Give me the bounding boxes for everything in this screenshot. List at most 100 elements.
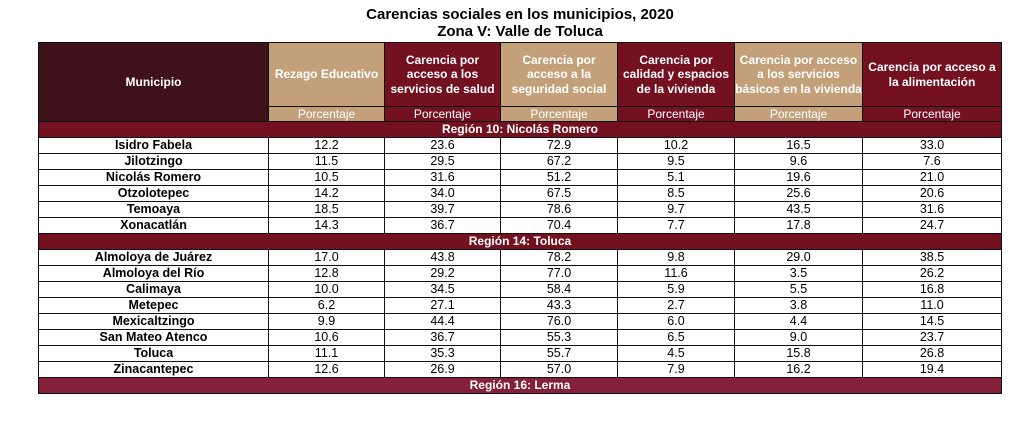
value-cell: 12.6: [268, 361, 385, 378]
table-row: Almoloya del Río 12.8 29.2 77.0 11.6 3.5 26.2: [38, 265, 1002, 282]
value-cell: 9.8: [617, 249, 735, 266]
value-cell: 5.5: [734, 281, 863, 298]
value-cell: 36.7: [384, 329, 501, 346]
value-cell: 78.2: [500, 249, 618, 266]
column-unit: Porcentaje: [617, 106, 735, 122]
value-cell: 77.0: [500, 265, 618, 282]
column-header: Carencia por acceso a la seguridad socia…: [500, 42, 618, 107]
value-cell: 9.7: [617, 201, 735, 218]
value-cell: 9.5: [617, 153, 735, 170]
value-cell: 14.2: [268, 185, 385, 202]
value-cell: 51.2: [500, 169, 618, 186]
region-header: Región 14: Toluca: [38, 233, 1002, 250]
value-cell: 31.6: [384, 169, 501, 186]
value-cell: 35.3: [384, 345, 501, 362]
value-cell: 6.0: [617, 313, 735, 330]
municipio-name: San Mateo Atenco: [38, 329, 269, 346]
value-cell: 5.1: [617, 169, 735, 186]
table-row: Otzolotepec 14.2 34.0 67.5 8.5 25.6 20.6: [38, 185, 1002, 202]
region-row: Región 16: Lerma: [38, 377, 1002, 394]
table-row: Temoaya 18.5 39.7 78.6 9.7 43.5 31.6: [38, 201, 1002, 218]
value-cell: 2.7: [617, 297, 735, 314]
value-cell: 6.5: [617, 329, 735, 346]
value-cell: 67.5: [500, 185, 618, 202]
value-cell: 11.6: [617, 265, 735, 282]
value-cell: 43.5: [734, 201, 863, 218]
value-cell: 3.8: [734, 297, 863, 314]
table-row: Mexicaltzingo 9.9 44.4 76.0 6.0 4.4 14.5: [38, 313, 1002, 330]
column-unit: Porcentaje: [268, 106, 385, 122]
value-cell: 11.1: [268, 345, 385, 362]
municipio-name: Almoloya del Río: [38, 265, 269, 282]
value-cell: 19.4: [862, 361, 1002, 378]
page-title: Carencias sociales en los municipios, 20…: [366, 6, 674, 23]
value-cell: 17.0: [268, 249, 385, 266]
region-row: Región 14: Toluca: [38, 233, 1002, 250]
value-cell: 34.5: [384, 281, 501, 298]
value-cell: 43.8: [384, 249, 501, 266]
value-cell: 12.2: [268, 137, 385, 154]
column-unit: Porcentaje: [862, 106, 1002, 122]
municipio-name: Metepec: [38, 297, 269, 314]
table-row: San Mateo Atenco 10.6 36.7 55.3 6.5 9.0 23.7: [38, 329, 1002, 346]
value-cell: 27.1: [384, 297, 501, 314]
value-cell: 14.5: [862, 313, 1002, 330]
value-cell: 44.4: [384, 313, 501, 330]
value-cell: 23.6: [384, 137, 501, 154]
value-cell: 11.0: [862, 297, 1002, 314]
value-cell: 57.0: [500, 361, 618, 378]
value-cell: 29.2: [384, 265, 501, 282]
value-cell: 16.5: [734, 137, 863, 154]
value-cell: 29.5: [384, 153, 501, 170]
header-row: Municipio Rezago Educativo Carencia por ac…: [38, 42, 1002, 122]
value-cell: 4.4: [734, 313, 863, 330]
column-header: Carencia por acceso a los servicios de s…: [384, 42, 501, 107]
value-cell: 10.6: [268, 329, 385, 346]
municipio-name: Mexicaltzingo: [38, 313, 269, 330]
value-cell: 67.2: [500, 153, 618, 170]
column-unit: Porcentaje: [734, 106, 863, 122]
value-cell: 31.6: [862, 201, 1002, 218]
value-cell: 18.5: [268, 201, 385, 218]
column-header: Carencia por acceso a los servicios bási…: [734, 42, 863, 107]
municipio-name: Almoloya de Juárez: [38, 249, 269, 266]
page-subtitle: Zona V: Valle de Toluca: [437, 23, 603, 40]
value-cell: 24.7: [862, 217, 1002, 234]
table-row: Zinacantepec 12.6 26.9 57.0 7.9 16.2 19.4: [38, 361, 1002, 378]
value-cell: 15.8: [734, 345, 863, 362]
value-cell: 20.6: [862, 185, 1002, 202]
value-cell: 10.0: [268, 281, 385, 298]
value-cell: 7.6: [862, 153, 1002, 170]
table-row: Toluca 11.1 35.3 55.7 4.5 15.8 26.8: [38, 345, 1002, 362]
carencias-table: Municipio Rezago Educativo Carencia por ac…: [38, 42, 1002, 394]
value-cell: 12.8: [268, 265, 385, 282]
table-row: Calimaya 10.0 34.5 58.4 5.9 5.5 16.8: [38, 281, 1002, 298]
municipio-name: Nicolás Romero: [38, 169, 269, 186]
municipio-name: Toluca: [38, 345, 269, 362]
column-unit: Porcentaje: [500, 106, 618, 122]
value-cell: 34.0: [384, 185, 501, 202]
region-header: Región 10: Nicolás Romero: [38, 121, 1002, 138]
municipio-name: Isidro Fabela: [38, 137, 269, 154]
value-cell: 26.2: [862, 265, 1002, 282]
value-cell: 14.3: [268, 217, 385, 234]
value-cell: 39.7: [384, 201, 501, 218]
value-cell: 78.6: [500, 201, 618, 218]
region-row: Región 10: Nicolás Romero: [38, 121, 1002, 138]
column-header: Rezago Educativo: [268, 42, 385, 107]
value-cell: 55.7: [500, 345, 618, 362]
column-unit: Porcentaje: [384, 106, 501, 122]
value-cell: 8.5: [617, 185, 735, 202]
value-cell: 55.3: [500, 329, 618, 346]
value-cell: 16.2: [734, 361, 863, 378]
value-cell: 7.7: [617, 217, 735, 234]
value-cell: 70.4: [500, 217, 618, 234]
municipio-name: Jilotzingo: [38, 153, 269, 170]
municipio-name: Temoaya: [38, 201, 269, 218]
value-cell: 4.5: [617, 345, 735, 362]
column-header-municipio: Municipio: [38, 42, 269, 122]
municipio-name: Otzolotepec: [38, 185, 269, 202]
value-cell: 25.6: [734, 185, 863, 202]
value-cell: 38.5: [862, 249, 1002, 266]
municipio-name: Zinacantepec: [38, 361, 269, 378]
